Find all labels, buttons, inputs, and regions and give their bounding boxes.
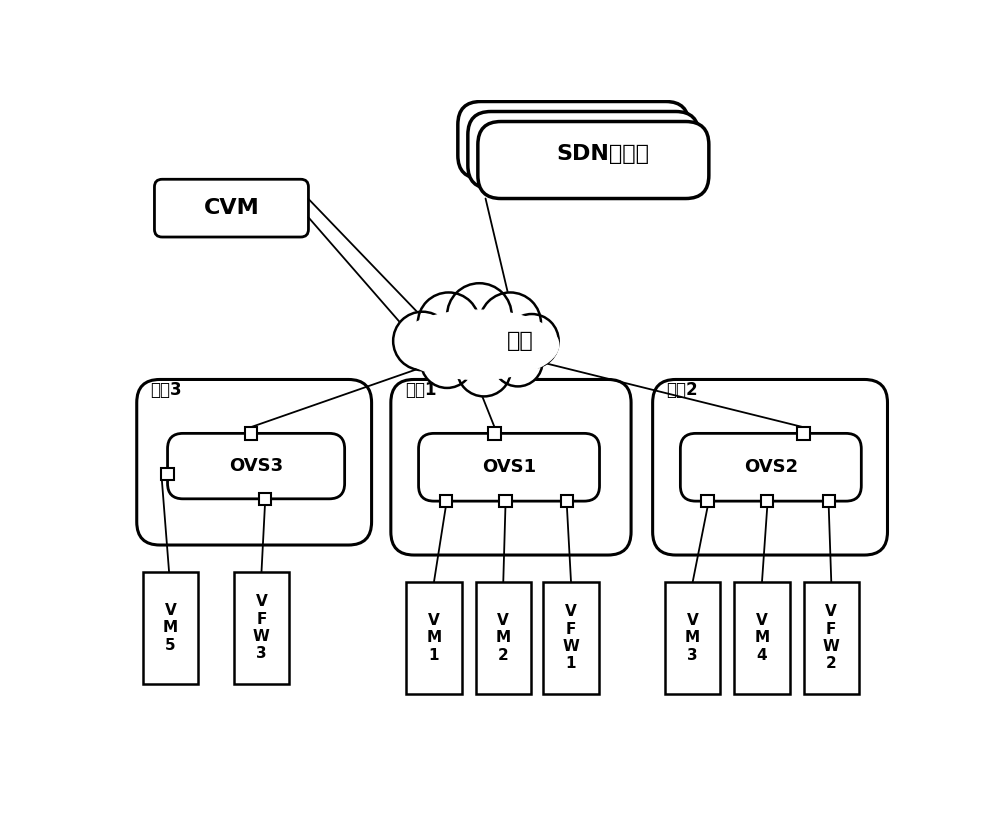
Circle shape (393, 312, 452, 370)
Bar (440, 495, 452, 507)
FancyBboxPatch shape (458, 102, 689, 178)
FancyBboxPatch shape (478, 122, 709, 198)
Circle shape (457, 342, 511, 397)
Circle shape (505, 314, 559, 368)
Bar (499, 495, 512, 507)
Text: OVS1: OVS1 (482, 458, 536, 476)
Bar (143, 572, 198, 684)
Text: 网络: 网络 (507, 331, 534, 351)
Bar (734, 582, 790, 694)
Text: SDN控制器: SDN控制器 (556, 144, 649, 164)
FancyBboxPatch shape (419, 433, 600, 501)
FancyBboxPatch shape (154, 179, 308, 237)
Ellipse shape (397, 310, 559, 380)
Bar (234, 572, 289, 684)
Bar (161, 468, 174, 480)
Bar (701, 495, 714, 507)
Text: 主机2: 主机2 (667, 381, 698, 399)
Text: 主机3: 主机3 (151, 381, 182, 399)
FancyBboxPatch shape (468, 112, 699, 188)
Bar (761, 495, 773, 507)
Text: 主机1: 主机1 (405, 381, 436, 399)
Bar (804, 582, 859, 694)
Bar (259, 492, 271, 505)
Text: V
M
1: V M 1 (426, 613, 442, 663)
Bar (488, 427, 501, 440)
Text: V
F
W
1: V F W 1 (563, 604, 579, 671)
Circle shape (479, 292, 541, 354)
Circle shape (447, 283, 512, 348)
Text: V
M
5: V M 5 (163, 603, 178, 653)
Circle shape (493, 337, 543, 387)
Circle shape (418, 292, 479, 354)
Text: CVM: CVM (204, 198, 259, 218)
FancyBboxPatch shape (137, 380, 372, 545)
FancyBboxPatch shape (168, 433, 345, 499)
Text: V
F
W
2: V F W 2 (823, 604, 840, 671)
Bar (797, 427, 810, 440)
Text: OVS2: OVS2 (744, 458, 798, 476)
Text: OVS3: OVS3 (229, 457, 283, 475)
Text: V
M
3: V M 3 (685, 613, 700, 663)
Text: V
F
W
3: V F W 3 (253, 594, 270, 661)
Text: V
M
4: V M 4 (754, 613, 770, 663)
Bar (665, 582, 720, 694)
FancyBboxPatch shape (391, 380, 631, 555)
FancyBboxPatch shape (653, 380, 887, 555)
Bar (823, 495, 835, 507)
Bar (543, 582, 599, 694)
FancyBboxPatch shape (680, 433, 861, 501)
Bar (476, 582, 531, 694)
Bar (561, 495, 573, 507)
Circle shape (421, 336, 473, 388)
Text: V
M
2: V M 2 (496, 613, 511, 663)
Bar (406, 582, 462, 694)
Bar (245, 427, 257, 440)
